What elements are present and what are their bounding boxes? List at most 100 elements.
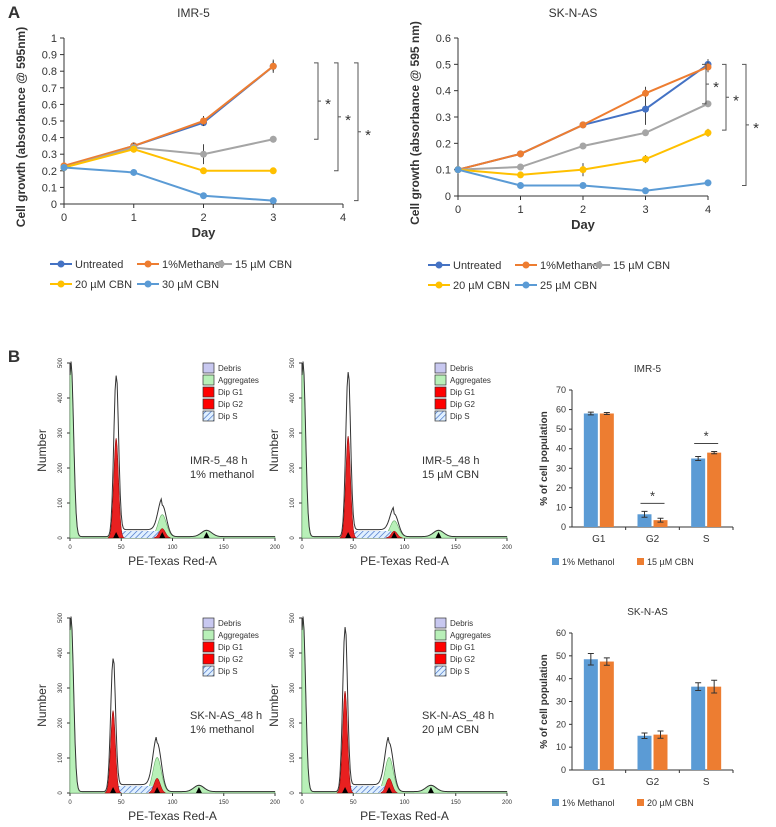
legend-label: 15 µM CBN <box>647 557 694 567</box>
legend-marker <box>144 280 152 288</box>
aggregates-area <box>301 361 508 539</box>
y-tick-label: 0 <box>561 765 566 775</box>
y-axis-label: Number <box>35 429 49 472</box>
data-point <box>642 129 649 137</box>
legend-label: 15 µM CBN <box>235 259 292 271</box>
x-tick-label: G2 <box>646 534 660 545</box>
peak-marker <box>203 532 210 538</box>
x-tick-label: 100 <box>399 800 410 806</box>
legend-label: 20 µM CBN <box>75 279 132 291</box>
x-tick-label: 0 <box>300 800 304 806</box>
legend-swatch <box>552 799 559 806</box>
bar <box>691 686 706 770</box>
legend-swatch <box>202 653 215 665</box>
legend-label: Dip G1 <box>450 388 475 397</box>
y-tick-label: 500 <box>290 612 296 623</box>
legend-swatch <box>434 617 447 629</box>
y-tick-label: 20 <box>556 719 566 729</box>
y-tick-label: 0.9 <box>42 50 57 62</box>
legend-label: Debris <box>218 364 241 373</box>
dip-s-area <box>348 786 387 793</box>
legend-swatch <box>434 374 447 386</box>
x-tick-label: 50 <box>350 800 357 806</box>
bar <box>653 734 668 770</box>
y-tick-label: 400 <box>290 392 296 403</box>
data-point <box>642 89 649 97</box>
y-axis-label: Cell growth (absorbance @ 595 nm) <box>408 21 422 225</box>
peak-marker <box>113 532 120 538</box>
y-tick-label: 50 <box>556 651 566 661</box>
y-tick-label: 10 <box>556 502 566 512</box>
dip-g2-area <box>380 778 398 794</box>
legend-swatch <box>202 629 215 641</box>
x-tick-label: 3 <box>642 204 648 216</box>
significance-star: * <box>650 488 655 503</box>
x-tick-label: 0 <box>455 204 461 216</box>
y-tick-label: 200 <box>58 717 64 728</box>
legend-label: Untreated <box>75 259 123 271</box>
x-tick-label: 2 <box>200 212 206 224</box>
legend-swatch <box>202 410 215 422</box>
y-tick-label: 0.3 <box>42 149 57 161</box>
y-tick-label: 0 <box>58 791 64 795</box>
legend-label: Aggregates <box>450 376 491 385</box>
legend-label: 25 µM CBN <box>540 280 597 292</box>
data-point <box>517 150 524 158</box>
legend-marker <box>595 261 603 269</box>
legend-label: Dip S <box>450 667 470 676</box>
legend-label: Dip G1 <box>218 388 243 397</box>
legend-marker <box>57 260 65 268</box>
x-tick-label: 3 <box>270 212 276 224</box>
peak-marker <box>110 787 117 793</box>
dip-g1-area <box>336 690 354 794</box>
aggregates-area <box>301 616 508 794</box>
error-bar <box>603 412 610 415</box>
sample-label: IMR-5_48 h <box>190 455 247 467</box>
x-tick-label: G1 <box>592 534 606 545</box>
y-tick-label: 40 <box>556 674 566 684</box>
data-point <box>130 168 138 176</box>
data-point <box>579 181 587 189</box>
panel-label-a: A <box>8 3 20 22</box>
significance-star: * <box>325 96 331 113</box>
legend-label: Dip G1 <box>218 643 243 652</box>
y-tick-label: 200 <box>58 462 64 473</box>
histogram-trace <box>301 361 507 538</box>
x-tick-label: 150 <box>451 545 462 551</box>
y-tick-label: 0.4 <box>42 133 57 145</box>
y-tick-label: 300 <box>290 682 296 693</box>
legend-label: 1% Methanol <box>562 798 615 808</box>
legend-swatch <box>434 653 447 665</box>
x-tick-label: 100 <box>167 545 178 551</box>
legend-label: Dip G2 <box>218 400 243 409</box>
x-tick-label: 200 <box>270 545 281 551</box>
x-tick-label: 0 <box>61 212 67 224</box>
legend-label: Debris <box>218 619 241 628</box>
bar <box>691 458 706 527</box>
y-tick-label: 300 <box>290 427 296 438</box>
histogram-trace <box>69 361 275 538</box>
legend-label: Dip S <box>218 412 238 421</box>
data-point <box>200 117 207 125</box>
peak-marker <box>195 787 202 793</box>
y-tick-label: 0.8 <box>42 66 57 78</box>
x-tick-label: 1 <box>131 212 137 224</box>
x-tick-label: 50 <box>118 545 125 551</box>
data-point <box>200 167 207 175</box>
dip-s-area <box>351 531 392 538</box>
x-tick-label: S <box>703 534 710 545</box>
dip-g1-area <box>107 438 125 539</box>
error-bar <box>711 450 718 455</box>
legend-label: 20 µM CBN <box>647 798 694 808</box>
y-tick-label: 200 <box>290 462 296 473</box>
x-axis-label: Day <box>192 225 217 240</box>
y-axis-label: % of cell population <box>539 654 550 748</box>
legend-label: Aggregates <box>450 631 491 640</box>
y-axis-label: Cell growth (absorbance @ 595nm) <box>14 27 28 227</box>
y-axis-label: % of cell population <box>539 411 550 505</box>
legend-swatch <box>434 398 447 410</box>
legend-label: Dip G2 <box>450 400 475 409</box>
x-tick-label: 2 <box>580 204 586 216</box>
y-tick-label: 100 <box>58 497 64 508</box>
